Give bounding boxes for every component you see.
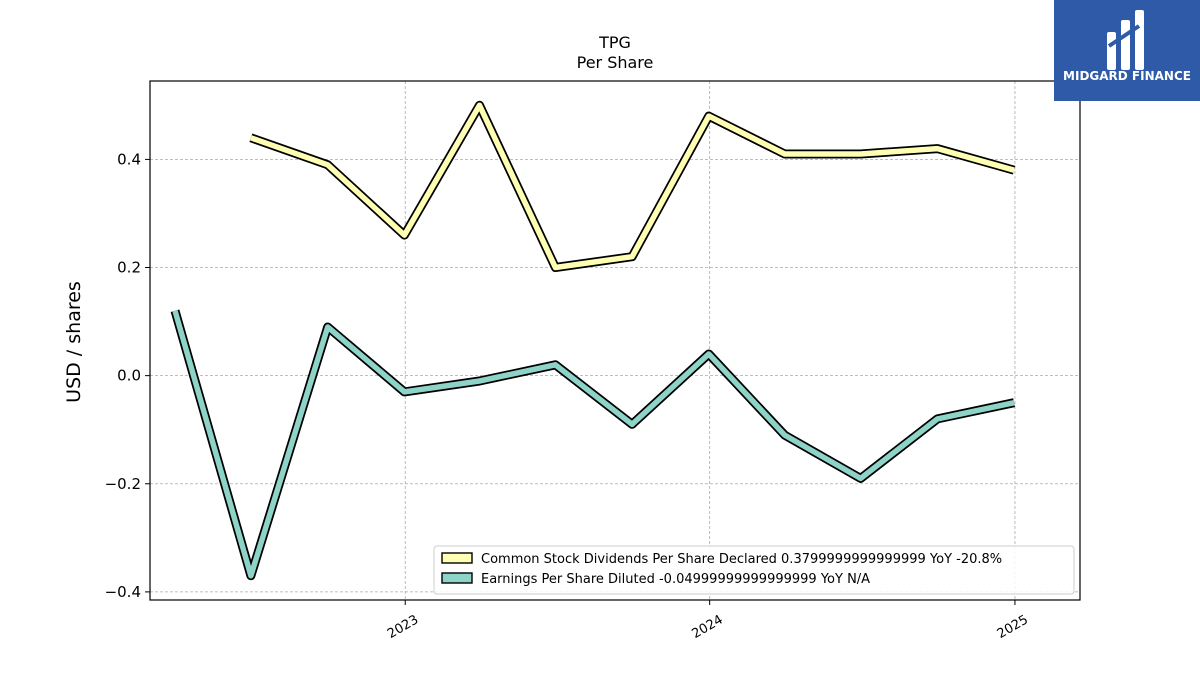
logo-mark-icon [1107,10,1144,70]
plot-frame [149,80,1081,601]
legend-label: Common Stock Dividends Per Share Declare… [481,552,1002,567]
x-axis: 2023 2024 2025 [385,600,1031,642]
chart-subtitle: Per Share [577,53,654,72]
y-tick-label: 0.0 [117,367,141,385]
y-axis-label: USD / shares [63,281,85,403]
plot-area [150,81,1080,600]
legend: Common Stock Dividends Per Share Declare… [433,545,1075,595]
legend-box [433,545,1075,595]
legend-swatch [441,552,473,564]
y-tick-label: 0.2 [117,259,141,277]
y-tick-label: −0.4 [105,583,141,601]
legend-label: Earnings Per Share Diluted -0.0499999999… [481,572,870,587]
x-tick-label: 2024 [690,612,726,642]
x-tick-label: 2025 [995,612,1031,642]
series-line [249,102,1015,271]
y-tick-label: −0.2 [105,475,141,493]
logo-text: MIDGARD FINANCE [1063,69,1191,83]
legend-swatch [441,572,473,584]
series-layer [170,100,1016,581]
chart-title: TPG [598,33,631,52]
series-line [172,310,1015,579]
brand-logo: MIDGARD FINANCE [1054,0,1200,101]
y-axis: 0.4 0.2 0.0 −0.2 −0.4 [105,150,150,601]
x-tick-label: 2023 [385,612,421,642]
y-tick-label: 0.4 [117,150,141,168]
